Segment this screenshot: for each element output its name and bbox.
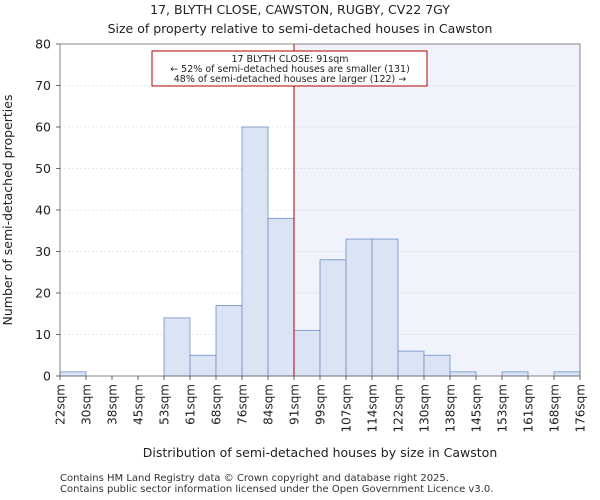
bar-168sqm xyxy=(553,371,581,377)
bar-68sqm xyxy=(215,305,243,377)
bar-53sqm xyxy=(163,317,191,377)
x-tick-label: 130sqm xyxy=(418,384,432,432)
x-tick-label: 91sqm xyxy=(288,384,302,425)
x-tick-label: 99sqm xyxy=(314,384,328,425)
bar-91sqm xyxy=(293,329,321,377)
bar-99sqm xyxy=(319,259,347,377)
bar-122sqm xyxy=(397,350,425,377)
x-tick-label: 153sqm xyxy=(496,384,510,432)
annotation-title: 17 BLYTH CLOSE: 91sqm xyxy=(231,54,348,65)
y-tick-label: 80 xyxy=(35,37,51,52)
y-tick-label: 20 xyxy=(35,286,51,301)
bar-84sqm xyxy=(267,217,295,377)
x-tick-label: 76sqm xyxy=(236,384,250,425)
bar-114sqm xyxy=(371,238,399,377)
bar-130sqm xyxy=(423,354,451,377)
y-tick-label: 70 xyxy=(35,78,51,93)
x-tick-label: 61sqm xyxy=(184,384,198,425)
bar-61sqm xyxy=(189,354,217,377)
y-axis-ticks: 0 10 20 30 40 50 60 70 80 xyxy=(35,37,60,384)
bar-22sqm xyxy=(59,371,87,377)
y-axis-label: Number of semi-detached properties xyxy=(0,95,15,326)
x-tick-label: 38sqm xyxy=(106,384,120,425)
x-tick-label: 122sqm xyxy=(392,384,406,432)
annotation-smaller: ← 52% of semi-detached houses are smalle… xyxy=(170,64,410,75)
x-tick-label: 45sqm xyxy=(132,384,146,425)
x-tick-label: 161sqm xyxy=(522,384,536,432)
x-tick-label: 114sqm xyxy=(366,384,380,432)
annotation-box: 17 BLYTH CLOSE: 91sqm ← 52% of semi-deta… xyxy=(151,50,428,87)
x-tick-label: 84sqm xyxy=(262,384,276,425)
y-tick-label: 30 xyxy=(35,244,51,259)
x-axis-label: Distribution of semi-detached houses by … xyxy=(143,445,498,460)
bar-138sqm xyxy=(449,371,477,377)
x-tick-label: 22sqm xyxy=(54,384,68,425)
x-tick-label: 138sqm xyxy=(444,384,458,432)
y-tick-label: 0 xyxy=(43,369,51,384)
x-tick-label: 168sqm xyxy=(548,384,562,432)
bar-107sqm xyxy=(345,238,373,377)
footer-licence: Contains public sector information licen… xyxy=(60,484,494,495)
x-axis-ticks: 22sqm 30sqm 38sqm 45sqm 53sqm 61sqm 68sqm 76sqm… xyxy=(54,376,588,432)
chart-title: 17, BLYTH CLOSE, CAWSTON, RUGBY, CV22 7G… xyxy=(150,2,450,17)
x-tick-label: 53sqm xyxy=(158,384,172,425)
x-tick-label: 176sqm xyxy=(574,384,588,432)
bars xyxy=(59,126,581,377)
y-tick-label: 40 xyxy=(35,203,51,218)
x-tick-label: 68sqm xyxy=(210,384,224,425)
y-tick-label: 60 xyxy=(35,120,51,135)
y-tick-label: 10 xyxy=(35,327,51,342)
footer-copyright: Contains HM Land Registry data © Crown c… xyxy=(60,473,449,484)
bar-76sqm xyxy=(241,126,269,377)
x-tick-label: 107sqm xyxy=(340,384,354,432)
x-tick-label: 145sqm xyxy=(470,384,484,432)
bar-153sqm xyxy=(501,371,529,377)
x-tick-label: 30sqm xyxy=(80,384,94,425)
y-tick-label: 50 xyxy=(35,161,51,176)
chart: 0 10 20 30 40 50 60 70 80 22sqm 30sqm 38sqm 45sqm 53… xyxy=(0,37,588,461)
annotation-larger: 48% of semi-detached houses are larger (… xyxy=(174,74,407,85)
chart-subtitle: Size of property relative to semi-detach… xyxy=(107,21,493,36)
